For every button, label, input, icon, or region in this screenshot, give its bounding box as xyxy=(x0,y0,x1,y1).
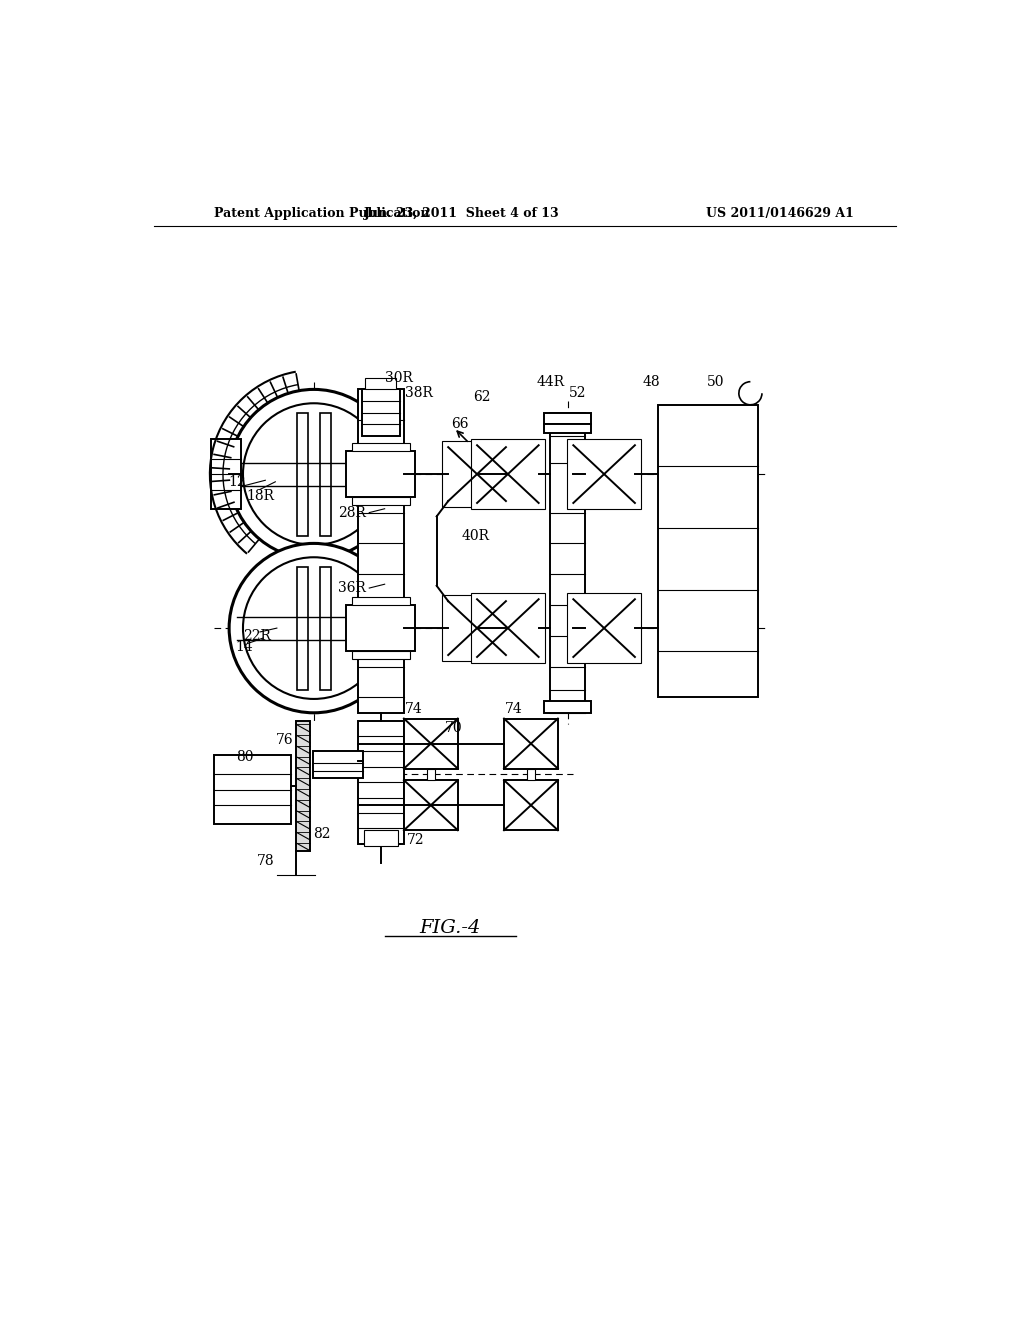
Bar xyxy=(544,701,591,713)
Text: 30R: 30R xyxy=(385,371,413,385)
Bar xyxy=(357,721,403,843)
Bar xyxy=(214,755,291,825)
Bar xyxy=(449,447,506,502)
Bar xyxy=(319,566,331,689)
Bar xyxy=(211,440,241,508)
Bar xyxy=(471,440,545,510)
Bar xyxy=(544,413,591,424)
Bar xyxy=(550,413,585,713)
Circle shape xyxy=(243,404,385,545)
Text: FIG.-4: FIG.-4 xyxy=(420,920,481,937)
Text: 12: 12 xyxy=(228,475,246,488)
Text: 38R: 38R xyxy=(406,387,433,400)
Bar xyxy=(403,780,458,830)
Bar xyxy=(361,389,400,436)
Bar xyxy=(504,718,558,768)
Text: Jun. 23, 2011  Sheet 4 of 13: Jun. 23, 2011 Sheet 4 of 13 xyxy=(364,207,559,220)
Bar xyxy=(351,651,410,659)
Text: 80: 80 xyxy=(236,751,253,764)
Circle shape xyxy=(243,557,385,700)
Bar xyxy=(296,721,310,851)
Text: 44R: 44R xyxy=(537,375,564,388)
Bar xyxy=(573,445,635,503)
Bar xyxy=(427,768,435,780)
Text: 50: 50 xyxy=(707,375,725,388)
Text: 22R: 22R xyxy=(243,628,270,643)
Bar xyxy=(297,566,307,689)
Bar xyxy=(364,830,397,846)
Text: 82: 82 xyxy=(312,828,331,841)
Text: 48: 48 xyxy=(642,375,659,388)
Text: US 2011/0146629 A1: US 2011/0146629 A1 xyxy=(707,207,854,220)
Bar xyxy=(346,451,416,498)
Bar xyxy=(504,780,558,830)
Text: 74: 74 xyxy=(406,702,423,715)
Bar xyxy=(449,601,506,655)
Text: 74: 74 xyxy=(505,702,523,715)
Bar xyxy=(442,441,512,507)
Bar xyxy=(319,412,331,536)
Bar xyxy=(351,444,410,451)
Text: 14: 14 xyxy=(236,640,253,655)
Bar xyxy=(658,405,758,697)
Text: 72: 72 xyxy=(407,833,424,847)
Bar xyxy=(567,440,641,510)
Bar xyxy=(351,597,410,605)
Text: 52: 52 xyxy=(568,387,586,400)
Text: 62: 62 xyxy=(473,391,490,404)
Bar xyxy=(573,599,635,657)
Text: 76: 76 xyxy=(275,733,293,747)
Text: Patent Application Publication: Patent Application Publication xyxy=(214,207,429,220)
Bar xyxy=(297,412,307,536)
Text: 66: 66 xyxy=(452,417,469,432)
Bar xyxy=(366,378,396,389)
Bar xyxy=(442,595,512,661)
Bar xyxy=(346,605,416,651)
Text: 78: 78 xyxy=(256,854,274,867)
Bar xyxy=(477,599,539,657)
Bar xyxy=(544,424,591,433)
Text: 36R: 36R xyxy=(338,581,366,595)
Text: 40R: 40R xyxy=(462,529,489,543)
Bar xyxy=(403,718,458,768)
Text: 70: 70 xyxy=(445,721,463,735)
Bar xyxy=(567,593,641,663)
Text: 28R: 28R xyxy=(338,506,366,520)
Circle shape xyxy=(229,544,398,713)
Bar xyxy=(527,768,535,780)
Bar xyxy=(313,751,364,779)
Bar xyxy=(351,498,410,506)
Bar xyxy=(477,445,539,503)
Text: 18R: 18R xyxy=(246,488,274,503)
Bar xyxy=(357,389,403,713)
Circle shape xyxy=(229,389,398,558)
Bar xyxy=(471,593,545,663)
